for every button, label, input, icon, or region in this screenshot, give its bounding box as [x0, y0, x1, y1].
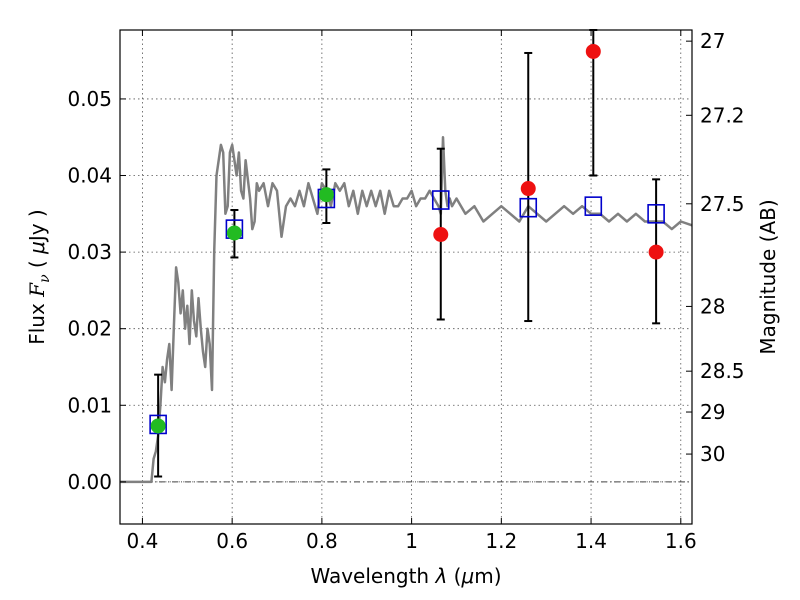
y-tick-label: 0.00 — [67, 470, 112, 494]
y-axis-label: Flux Fν ( μJy ) — [25, 209, 53, 345]
grid-lines — [120, 30, 692, 524]
y-tick-label: 0.05 — [67, 87, 112, 111]
model-square-point — [431, 190, 450, 210]
x-tick-label: 1.2 — [485, 529, 517, 553]
x-tick-label: 0.6 — [216, 529, 248, 553]
observed-point — [318, 187, 334, 203]
y2-tick-label: 28.5 — [700, 359, 745, 383]
observed-point — [150, 418, 166, 434]
y2-axis-label: Magnitude (AB) — [756, 199, 780, 354]
observed-point — [585, 43, 601, 59]
y-tick-label: 0.02 — [67, 317, 112, 341]
x-tick-label: 1.6 — [665, 529, 697, 553]
axis-ticks — [120, 30, 692, 524]
y2-tick-label: 29 — [700, 400, 725, 424]
x-tick-label: 0.8 — [306, 529, 338, 553]
x-tick-label: 1 — [405, 529, 418, 553]
error-bars — [154, 29, 661, 478]
plot-frame — [119, 29, 693, 525]
model-square-point — [519, 197, 538, 218]
model-photometry-squares — [149, 188, 665, 435]
y2-tick-label: 27.2 — [700, 103, 745, 127]
y2-tick-label: 27.5 — [700, 192, 745, 216]
x-tick-label: 0.4 — [127, 529, 159, 553]
model-square-point — [584, 196, 603, 216]
y2-tick-label: 28 — [700, 294, 725, 318]
observed-point — [433, 226, 449, 242]
x-tick-label: 1.4 — [575, 529, 607, 553]
observed-point — [226, 225, 242, 241]
y-tick-label: 0.04 — [67, 164, 112, 188]
y-tick-label: 0.01 — [67, 393, 112, 417]
observed-photometry-points — [150, 43, 664, 434]
model-square-point — [647, 204, 665, 224]
spectrum-line — [120, 135, 693, 484]
y2-tick-label: 27 — [700, 29, 725, 53]
x-axis-label: Wavelength λ (μm) — [310, 564, 501, 588]
observed-point — [520, 181, 536, 197]
y-tick-label: 0.03 — [67, 240, 112, 264]
y2-tick-label: 30 — [700, 442, 725, 466]
observed-point — [648, 244, 664, 260]
model-spectrum — [120, 135, 693, 484]
